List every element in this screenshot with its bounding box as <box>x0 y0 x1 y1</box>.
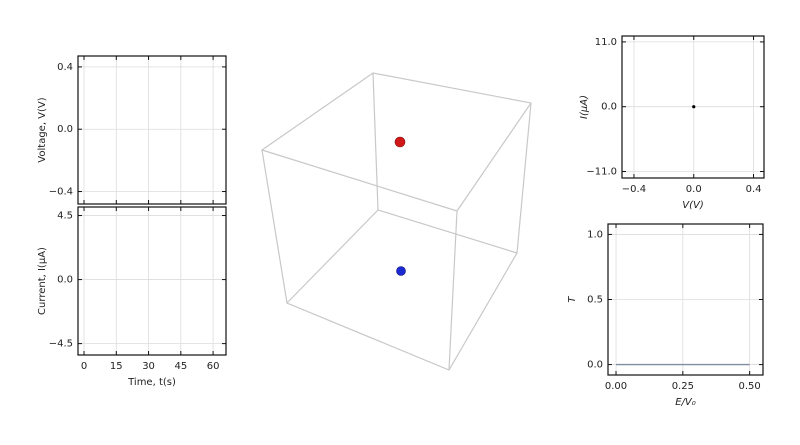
x-tick-label: 60 <box>207 361 220 372</box>
y-tick-label: 0.5 <box>587 295 603 306</box>
x-tick-label: 0.00 <box>605 381 627 392</box>
x-tick-label: 0.4 <box>746 184 762 195</box>
y-tick-label: 1.0 <box>587 229 603 240</box>
plot-frame <box>77 206 227 356</box>
y-axis-label: I(μA) <box>579 95 590 119</box>
y-tick-label: 0.0 <box>57 275 73 286</box>
plot-frame <box>607 223 764 376</box>
cube-edge <box>372 72 379 211</box>
x-tick-label: −0.4 <box>622 184 646 195</box>
y-tick-label: 4.5 <box>57 211 73 222</box>
y-tick-label: 0.4 <box>57 62 73 73</box>
y-axis-label: Current, I(μA) <box>37 247 48 315</box>
y-tick-label: 0.0 <box>587 360 603 371</box>
point <box>692 105 696 109</box>
y-tick-label: 11.0 <box>595 37 617 48</box>
x-axis-label: E/V₀ <box>675 397 696 408</box>
plot: 0.00 0.25 0.50 1.0 0.5 0.0 E/V₀ T <box>567 223 764 408</box>
y-tick-label: −4.5 <box>49 339 73 350</box>
x-tick-label: 0.25 <box>672 381 694 392</box>
cube-edge <box>516 102 532 254</box>
cube-view <box>260 72 533 371</box>
plot-frame <box>77 55 227 205</box>
y-tick-label: 0.0 <box>57 124 73 135</box>
x-axis-label: V(V) <box>682 200 703 211</box>
x-tick-label: 0.0 <box>686 184 702 195</box>
y-tick-label: 0.0 <box>601 102 617 113</box>
plot-frame <box>621 35 765 179</box>
x-axis-label: Time, t(s) <box>127 377 176 388</box>
x-tick-label: 0 <box>81 361 87 372</box>
y-tick-label: −11.0 <box>586 167 617 178</box>
y-axis-label: Voltage, V(V) <box>37 97 48 162</box>
x-tick-label: 30 <box>142 361 155 372</box>
y-axis-label: T <box>567 296 578 303</box>
cube-bottom <box>285 209 518 371</box>
red-sphere <box>394 136 406 148</box>
cube-edge <box>448 210 458 371</box>
plot: −0.4 0.0 0.4 11.0 0.0 −11.0 V(V) I(μA) <box>579 35 765 211</box>
cube-edge <box>261 149 288 304</box>
x-tick-label: 15 <box>110 361 123 372</box>
y-tick-label: −0.4 <box>49 187 73 198</box>
plot: 0 15 30 45 60 4.5 0.0 −4.5 Time, t(s) Current, I(… <box>37 206 227 388</box>
plot: 0.4 0.0 −0.4 Voltage, V(V) <box>37 55 227 205</box>
x-tick-label: 0.50 <box>739 381 761 392</box>
blue-sphere <box>396 266 406 276</box>
x-tick-label: 45 <box>174 361 187 372</box>
